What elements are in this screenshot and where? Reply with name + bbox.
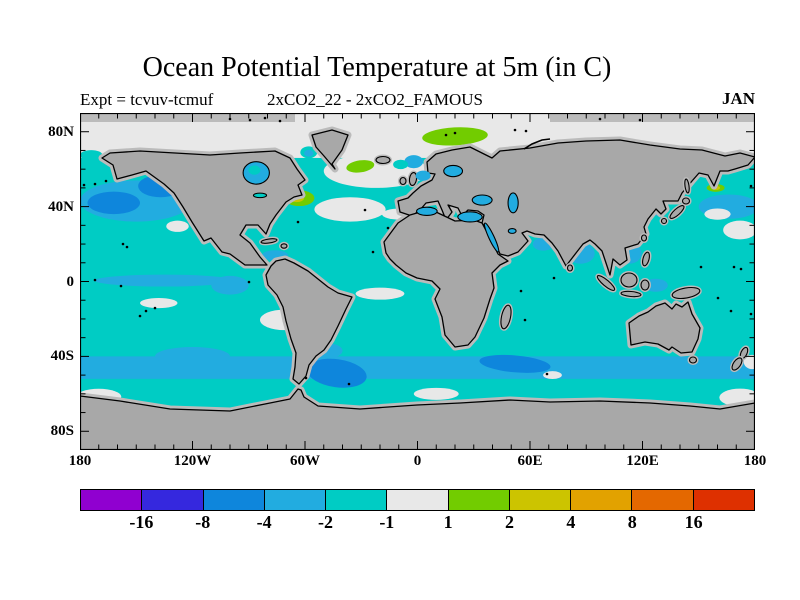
comparison-label: 2xCO2_22 - 2xCO2_FAMOUS [267, 90, 483, 109]
colorbar-label-2: 2 [505, 512, 515, 532]
colorbar-label--1: -1 [379, 512, 395, 532]
lat-label-80S: 80S [50, 423, 74, 440]
colorbar-label--8: -8 [195, 512, 211, 532]
map-frame [80, 113, 755, 450]
lon-label-180-6: 180 [743, 453, 767, 469]
colorbar-segment->16 [692, 490, 754, 510]
experiment-label: Expt = tcvuv-tcmuf [80, 90, 214, 109]
lat-label-0: 0 [66, 273, 75, 290]
colorbar-segment--4..-2 [263, 490, 326, 510]
lat-label-80N: 80N [48, 123, 74, 140]
colorbar-segment--2..-1 [325, 490, 387, 510]
lat-label-40N: 40N [48, 198, 74, 215]
lon-label-120E-5: 120E [626, 453, 659, 469]
colorbar-segment-8..16 [631, 490, 693, 510]
colorbar-segment-2..4 [508, 490, 571, 510]
colorbar-segment--1..1 [386, 490, 448, 510]
colorbar-label-1: 1 [443, 512, 453, 532]
colorbar-label--16: -16 [129, 512, 154, 532]
land-group [80, 113, 755, 450]
lon-label-180-0: 180 [68, 453, 92, 469]
plot-title: Ocean Potential Temperature at 5m (in C) [142, 52, 612, 83]
colorbar-segment--8..-4 [202, 490, 264, 510]
inland-water [242, 161, 519, 253]
colorbar-label--2: -2 [317, 512, 333, 532]
colorbar-segment--16..-8 [141, 490, 203, 510]
colorbar [80, 489, 755, 511]
lon-label-60E-4: 60E [517, 453, 543, 469]
lon-label-0-3: 0 [413, 453, 422, 469]
colorbar-segment-<-16 [81, 490, 142, 510]
colorbar-segment-4..8 [570, 490, 632, 510]
lon-label-120W-1: 120W [173, 453, 212, 469]
month-label: JAN [721, 89, 755, 108]
colorbar-label-4: 4 [566, 512, 576, 532]
colorbar-label--4: -4 [256, 512, 272, 532]
lon-label-60W-2: 60W [290, 453, 320, 469]
lat-label-40S: 40S [50, 348, 74, 365]
colorbar-label-8: 8 [627, 512, 637, 532]
world-map [80, 113, 755, 450]
colorbar-segment-1..2 [447, 490, 509, 510]
colorbar-label-16: 16 [684, 512, 703, 532]
map-ticks [80, 113, 755, 450]
